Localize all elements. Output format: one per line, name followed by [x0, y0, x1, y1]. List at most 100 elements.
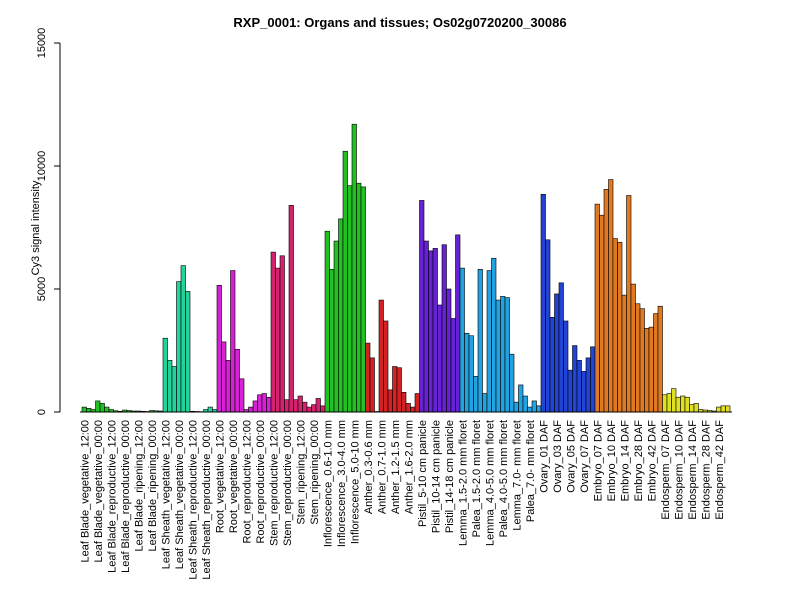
x-tick-label: Anther_1.2-1.5 mm [390, 420, 402, 514]
bar [356, 182, 362, 413]
bar [626, 195, 632, 413]
bar [531, 400, 537, 413]
bars-group [81, 123, 731, 413]
bar [396, 367, 402, 413]
x-tick-label: Endosperm_10 DAF [673, 420, 685, 520]
y-tick-label: 10000 [36, 151, 48, 182]
bar [257, 394, 263, 413]
bar [221, 341, 227, 413]
x-tick-label: Ovary_03 DAF [552, 420, 564, 493]
x-tick-label: Leaf Sheath_vegetative_00:00 [174, 420, 186, 569]
chart-title: RXP_0001: Organs and tissues; Os02g07202… [233, 15, 566, 30]
x-tick-label: Stem_reproductive_12:00 [268, 420, 280, 546]
x-tick-label: Stem_reproductive_00:00 [282, 420, 294, 546]
bar [477, 269, 483, 413]
bar [459, 267, 465, 413]
bar [333, 240, 339, 413]
bar [167, 360, 173, 413]
x-tick-label: Leaf Blade_reproductive_00:00 [120, 420, 132, 573]
bar [491, 257, 497, 413]
bar [720, 405, 726, 413]
bar [549, 316, 555, 413]
bar [428, 250, 434, 413]
x-tick-label: Root_reproductive_12:00 [241, 420, 253, 544]
bar [405, 403, 411, 413]
bar [540, 193, 546, 413]
bar [248, 406, 254, 413]
x-tick-label: Palea_4.0-5.0 mm floret [498, 420, 510, 537]
x-tick-label: Anther_1.6-2.0 mm [403, 420, 415, 514]
bar [437, 304, 443, 413]
x-tick-label: Ovary_01 DAF [538, 420, 550, 493]
bar [342, 150, 348, 413]
x-tick-label: Embryo_42 DAF [646, 420, 658, 502]
bar [450, 318, 456, 413]
bar [329, 269, 335, 413]
bar [441, 244, 447, 413]
bar [315, 398, 321, 413]
bar [522, 395, 528, 413]
bar [527, 406, 533, 413]
x-tick-label: Stem_ripening_00:00 [309, 420, 321, 525]
bar [338, 218, 344, 413]
bar [716, 406, 722, 413]
bar [594, 203, 600, 413]
bar [689, 404, 695, 413]
x-tick-label: Leaf Sheath_reproductive_12:00 [187, 420, 199, 580]
bar [95, 400, 101, 413]
bar [693, 403, 699, 413]
bar [612, 238, 618, 413]
bar [648, 326, 654, 413]
bar [230, 270, 236, 413]
bar [558, 282, 564, 413]
bar [563, 320, 569, 413]
x-tick-label: Endosperm_07 DAF [660, 420, 672, 520]
bar [261, 393, 267, 413]
bar [392, 366, 398, 413]
bar [482, 393, 488, 413]
x-tick-label: Palea_1.5-2.0 mm floret [471, 420, 483, 537]
bar [306, 406, 312, 413]
bar [162, 337, 168, 413]
bar [185, 291, 191, 413]
x-tick-label: Root_vegetative_00:00 [228, 420, 240, 533]
bar [590, 346, 596, 413]
bar [288, 205, 294, 413]
bar [225, 360, 231, 413]
x-tick-label: Leaf Blade_vegetative_00:00 [93, 420, 105, 563]
bar [621, 294, 627, 413]
bar [545, 239, 551, 413]
y-tick-label: 15000 [36, 28, 48, 59]
bar [293, 399, 299, 413]
bar [500, 296, 506, 413]
bar [423, 240, 429, 413]
y-tick-label: 5000 [36, 277, 48, 301]
x-tick-label: Lemma_4.0-5.0 mm floret [484, 420, 496, 546]
bar [468, 335, 474, 413]
bar [725, 405, 731, 413]
bar [432, 248, 438, 413]
bar [320, 405, 326, 413]
x-tick-label: Root_vegetative_12:00 [214, 420, 226, 533]
x-tick-label: Lemma_1.5-2.0 mm floret [457, 420, 469, 546]
bar [671, 388, 677, 413]
bar [81, 406, 87, 413]
bar [536, 405, 542, 413]
x-tick-label: Pistil_10-14 cm panicle [430, 420, 442, 533]
bar [567, 369, 573, 413]
bar [311, 404, 317, 413]
bar [617, 241, 623, 413]
bar [86, 408, 92, 413]
bar [378, 299, 384, 413]
bar [176, 281, 182, 413]
bar [239, 378, 245, 413]
x-tick-labels: Leaf Blade_vegetative_12:00 Leaf Blade_ve… [79, 420, 726, 580]
bar [252, 400, 258, 413]
x-tick-label: Stem_ripening_12:00 [295, 420, 307, 525]
bar [644, 328, 650, 413]
x-tick-label: Pistil_14-18 cm panicle [444, 420, 456, 533]
bar [675, 396, 681, 413]
bar [365, 342, 371, 413]
x-tick-label: Root_reproductive_00:00 [255, 420, 267, 544]
bar [630, 283, 636, 413]
